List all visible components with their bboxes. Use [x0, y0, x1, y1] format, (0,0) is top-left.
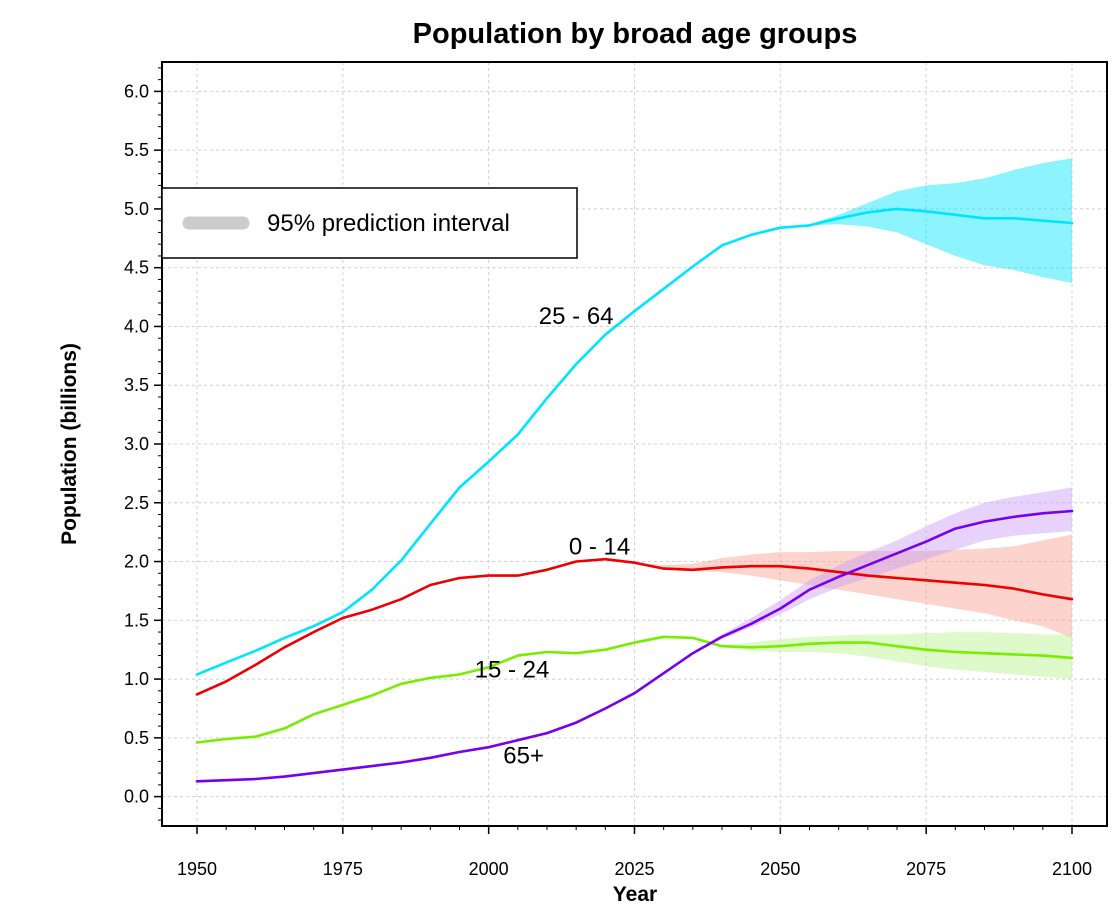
y-tick-label: 3.5 — [124, 375, 149, 395]
band-15-24 — [692, 632, 1072, 680]
legend-label: 95% prediction interval — [267, 210, 510, 237]
x-tick-label: 2075 — [906, 859, 946, 879]
y-axis-ticks: 0.0 0.5 1.0 1.5 2.0 2.5 3.0 3.5 4.0 4.5 5.0 5.5 6.0 — [124, 67, 162, 821]
x-axis-label: Year — [613, 883, 657, 906]
series-label-65-plus: 65+ — [503, 742, 544, 769]
series-label-15-24: 15 - 24 — [475, 657, 550, 684]
y-tick-label: 2.0 — [124, 552, 149, 572]
y-tick-label: 1.0 — [124, 669, 149, 689]
y-tick-label: 4.5 — [124, 258, 149, 278]
y-tick-label: 2.5 — [124, 493, 149, 513]
y-tick-label: 3.0 — [124, 434, 149, 454]
prediction-bands — [605, 158, 1072, 680]
band-25-64 — [722, 158, 1072, 283]
y-tick-label: 0.0 — [124, 787, 149, 807]
line-0-14 — [195, 557, 1074, 696]
x-axis-ticks: 1950 1975 2000 2025 2050 2075 2100 — [177, 826, 1092, 879]
line-65-plus — [195, 509, 1074, 783]
x-tick-label: 2100 — [1052, 859, 1092, 879]
x-tick-label: 1975 — [323, 859, 363, 879]
line-15-24 — [195, 635, 1074, 744]
x-tick-label: 2050 — [760, 859, 800, 879]
x-tick-label: 2000 — [469, 859, 509, 879]
x-tick-label: 2025 — [614, 859, 654, 879]
grid — [162, 62, 1107, 826]
series-label-25-64: 25 - 64 — [539, 303, 614, 330]
series-label-0-14: 0 - 14 — [569, 533, 630, 560]
band-0-14 — [605, 534, 1072, 638]
y-tick-label: 5.0 — [124, 199, 149, 219]
y-axis-label: Population (billions) — [58, 343, 81, 545]
y-tick-label: 6.0 — [124, 81, 149, 101]
y-tick-label: 0.5 — [124, 728, 149, 748]
series-labels: 25 - 64 0 - 14 15 - 24 65+ — [475, 303, 631, 770]
y-tick-label: 1.5 — [124, 610, 149, 630]
series-lines — [195, 207, 1074, 783]
chart-title: Population by broad age groups — [413, 18, 858, 50]
legend: 95% prediction interval — [161, 187, 578, 259]
y-tick-label: 4.0 — [124, 316, 149, 336]
y-tick-label: 5.5 — [124, 140, 149, 160]
x-tick-label: 1950 — [177, 859, 217, 879]
band-65-plus — [692, 487, 1072, 654]
line-25-64 — [195, 207, 1074, 676]
